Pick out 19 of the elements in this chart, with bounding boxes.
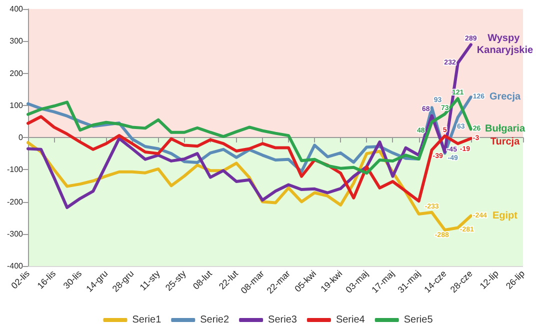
y-tick-label: 0	[18, 133, 24, 142]
annotation: Wyspy Kanaryjskie	[476, 33, 534, 56]
legend-label: Serie3	[268, 314, 298, 326]
legend-label: Serie4	[336, 314, 366, 326]
y-tick-label: 300	[10, 36, 24, 46]
legend-label: Serie5	[404, 314, 434, 326]
y-tick-label: 400	[10, 4, 24, 14]
y-tick-label: 100	[10, 100, 24, 110]
annotation: Turcja	[490, 136, 520, 148]
annotation: Grecja	[489, 92, 521, 103]
annotation: Egipt	[492, 210, 518, 222]
legend-label: Serie1	[132, 314, 162, 326]
y-tick-label: -400	[6, 262, 24, 270]
legend-label: Serie2	[200, 314, 230, 326]
annotation: Bułgaria	[484, 124, 526, 135]
y-tick-label: -100	[6, 165, 24, 174]
y-tick-label: -200	[6, 197, 24, 206]
y-tick-label: -300	[6, 229, 24, 238]
y-tick-label: 200	[10, 68, 24, 78]
